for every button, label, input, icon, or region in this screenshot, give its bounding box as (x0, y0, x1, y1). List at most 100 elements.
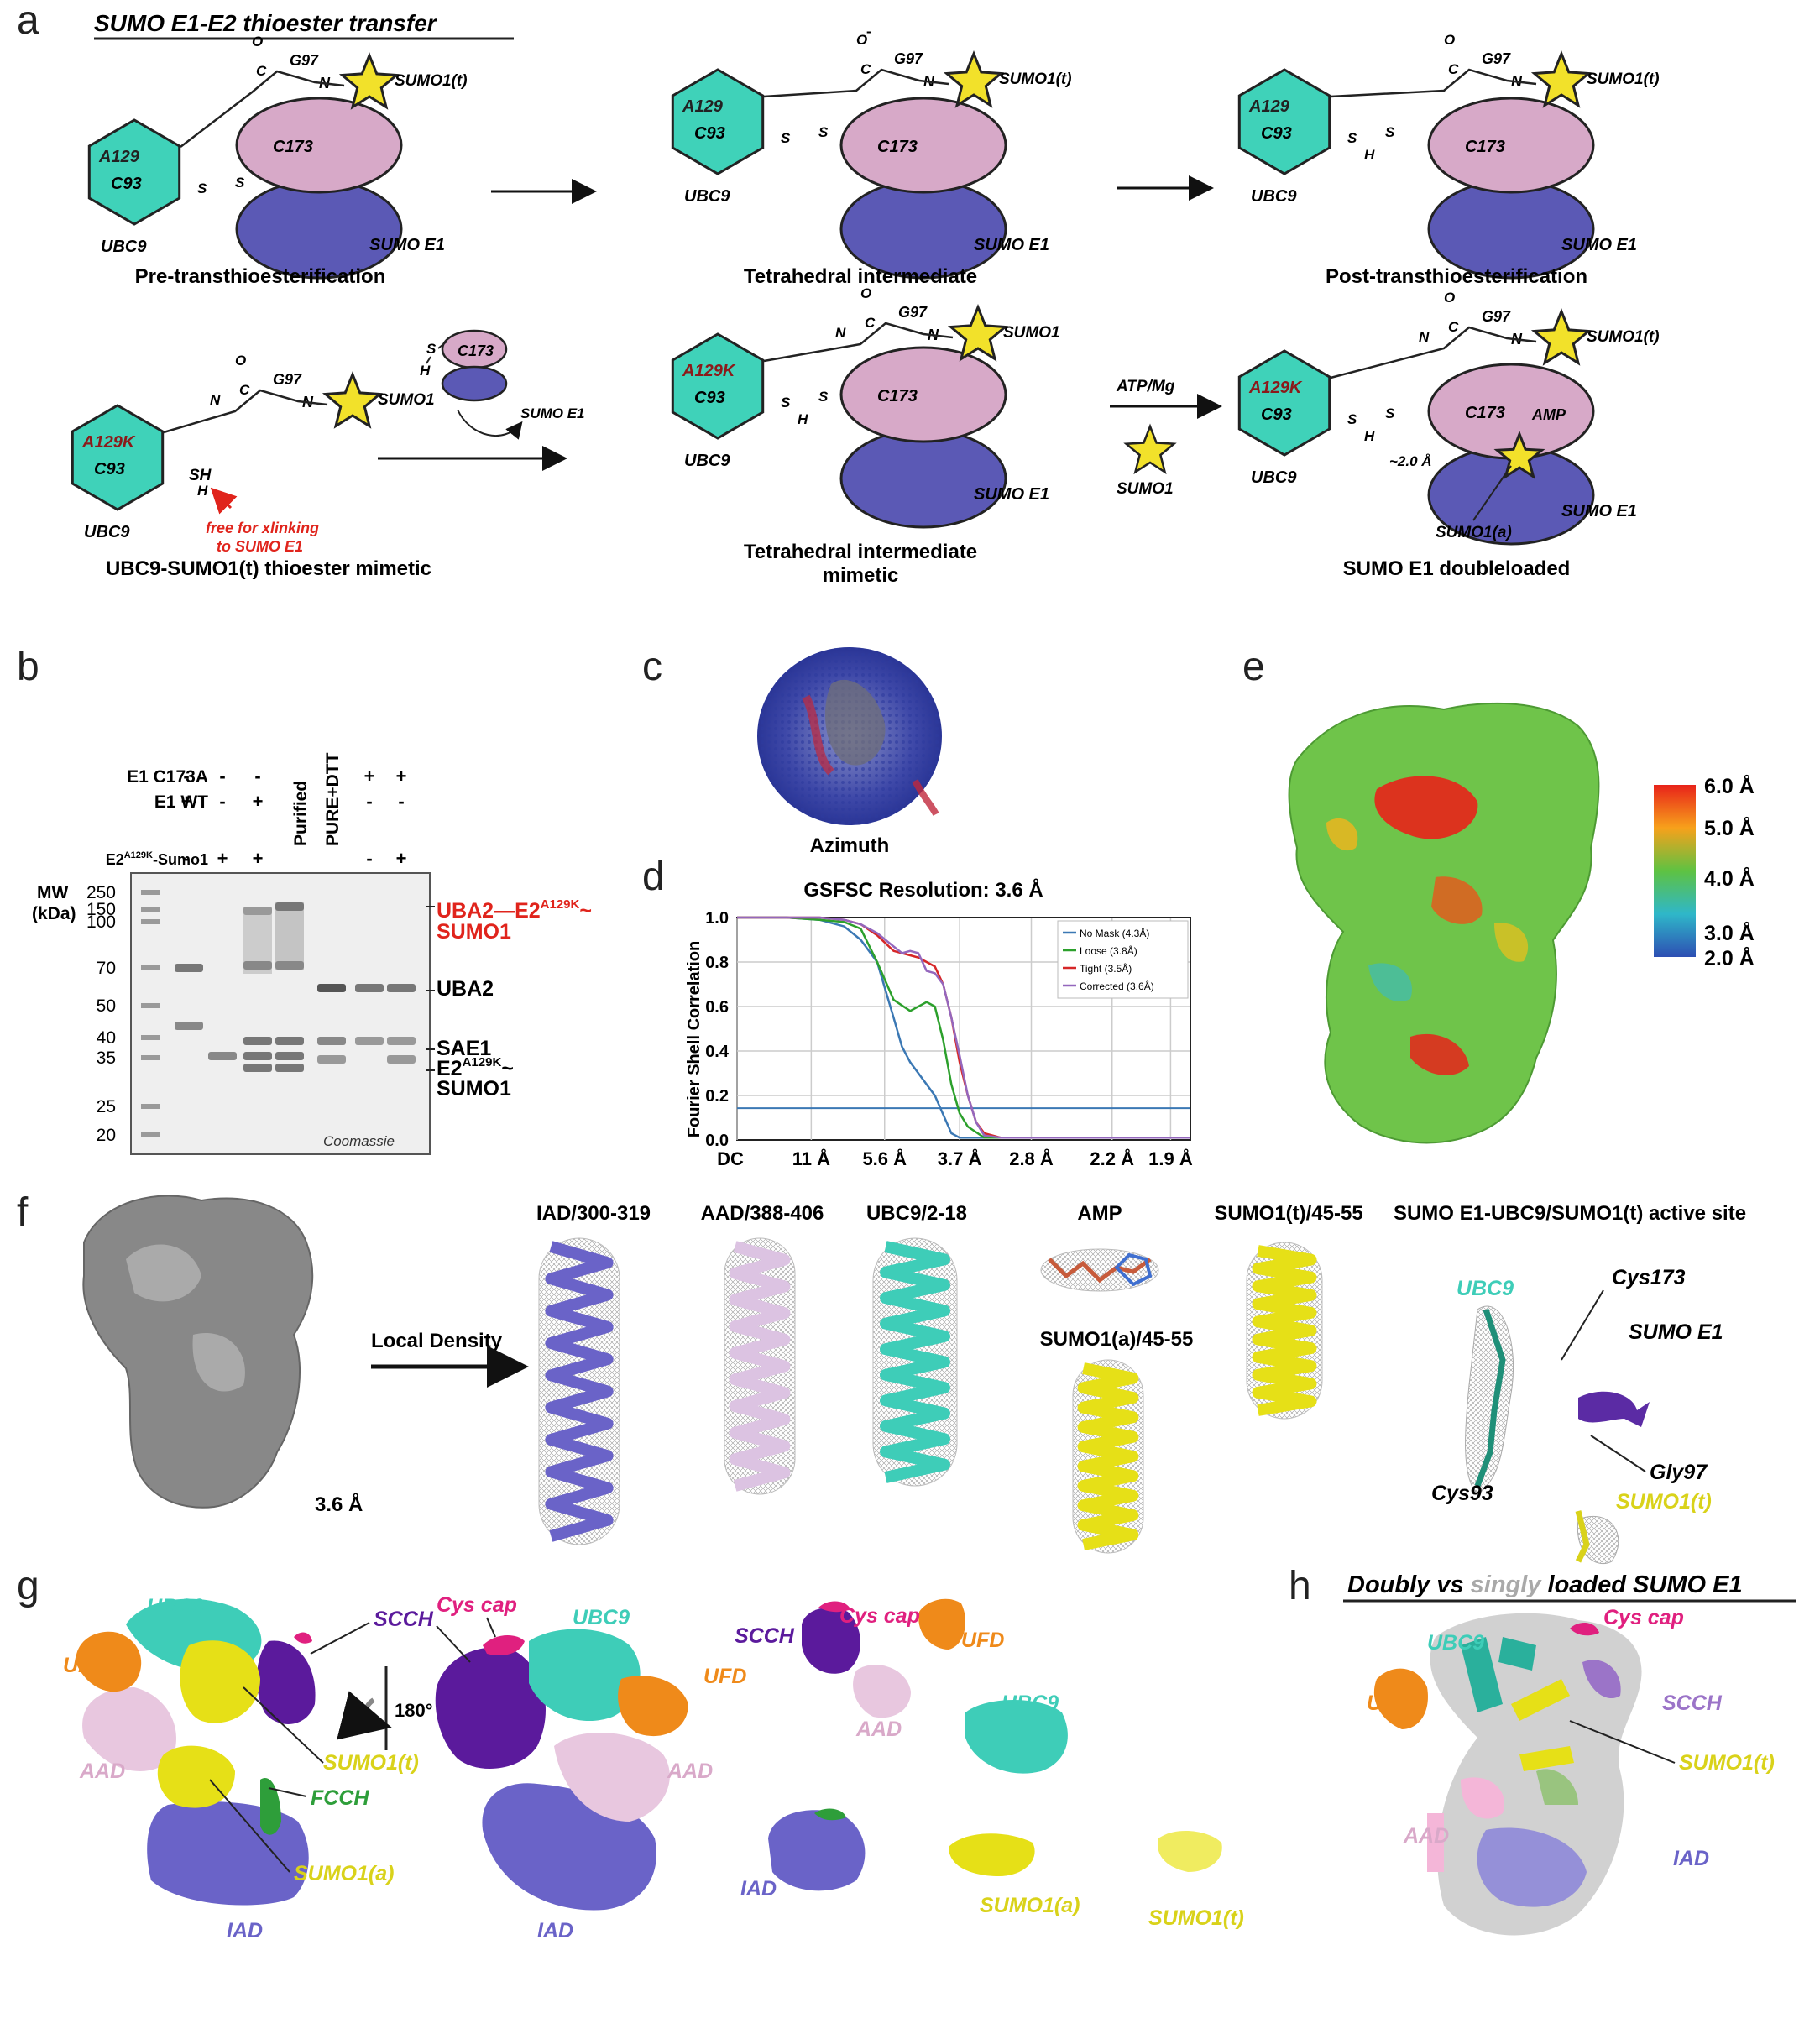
col-label-purified: Purified (291, 781, 311, 846)
ladder-band (141, 1055, 160, 1060)
h-iad: IAD (1673, 1847, 1709, 1870)
y-tick-label: 1.0 (705, 909, 729, 928)
condition-sign: + (364, 766, 375, 787)
gel-bands (141, 890, 416, 1137)
gel-band (317, 1055, 346, 1064)
chart-title: GSFSC Resolution: 3.6 Å (803, 878, 1043, 902)
helix-density (1072, 1359, 1144, 1554)
e1-cys-label: C173 (273, 138, 313, 156)
amp-label: AMP (1531, 406, 1566, 423)
condition-sign: - (366, 791, 372, 812)
as-sumo1t: SUMO1(t) (1616, 1490, 1712, 1514)
e2-residue-1: A129K (81, 433, 136, 452)
x-tick-label: 1.9 Å (1148, 1148, 1193, 1169)
g-cyscap-mid: Cys cap (437, 1593, 517, 1617)
helix-density (872, 1237, 958, 1487)
e2-residue-1: A129K (682, 362, 736, 380)
rotation-indicator: 180° (337, 1666, 433, 1750)
gel-band (387, 1055, 416, 1064)
x-tick-label: 5.6 Å (862, 1148, 907, 1169)
x-tick-label: DC (717, 1148, 744, 1169)
g-ufd-mid: UFD (703, 1665, 746, 1688)
condition-sign: + (396, 848, 407, 869)
e2-hexagon (1237, 349, 1331, 457)
panel-a: SUMO E1-E2 thioester transfer C173 SUMO E… (71, 10, 1660, 587)
e2-name: UBC9 (684, 187, 730, 206)
scheme-label: SUMO E1 doubleloaded (1343, 557, 1571, 580)
x-tick-label: 11 Å (792, 1148, 830, 1169)
e2-residue-2: C93 (111, 175, 142, 193)
small-e1-h: H (420, 363, 431, 379)
panel-letter-g: g (17, 1564, 39, 1608)
mw-marker-label: 100 (86, 912, 116, 932)
condition-sign: - (183, 848, 189, 869)
band-labels: UBA2—E2A129K~ SUMO1 UBA2 SAE1 E2A129K~ S… (426, 897, 592, 1101)
e1-lower-domain (839, 428, 1007, 529)
o-atom: O (860, 285, 871, 301)
rot-label: 180° (395, 1700, 433, 1721)
e1-name-label: SUMO E1 (1561, 502, 1637, 520)
condition-sign: - (398, 791, 404, 812)
scheme-6: C173 SUMO E1 A129K C93 UBC9 SUMO1(t) G97 N OC S SH… (1237, 290, 1660, 580)
as-cys173: Cys173 (1612, 1266, 1686, 1289)
g-sumo1a-left: SUMO1(a) (294, 1862, 394, 1885)
g-scch-exp: SCCH (735, 1624, 795, 1648)
condition-sign: - (219, 766, 225, 787)
x-tick-label: 2.8 Å (1009, 1148, 1054, 1169)
e1-lower-domain (235, 179, 403, 280)
sumo-star (943, 50, 1005, 108)
density-titles: IAD/300-319 AAD/388-406 UBC9/2-18 AMP SU… (536, 1202, 1746, 1351)
series-line (737, 916, 1190, 1139)
condition-sign: + (253, 791, 264, 812)
panel-g: 180° UBC9 SCCH UFD AAD SU (63, 1593, 1244, 1942)
panel-a-title: SUMO E1-E2 thioester transfer (94, 10, 438, 36)
g-sumo1t-exp: SUMO1(t) (1148, 1906, 1244, 1930)
y-tick-label: 0.2 (705, 1087, 729, 1106)
gel-band (208, 1052, 237, 1060)
as-sumo-e1: SUMO E1 (1629, 1320, 1723, 1344)
n-atom-1: N (210, 392, 221, 408)
panel-letter-h: h (1289, 1564, 1311, 1608)
e1-name-label: SUMO E1 (1561, 236, 1637, 254)
density-helices (538, 1237, 1323, 1554)
sumo-star (1530, 307, 1592, 366)
azimuth-label: Azimuth (810, 834, 890, 857)
ladder-band (141, 890, 160, 895)
gel-band (275, 1064, 304, 1072)
map-resolution: 3.6 Å (315, 1493, 363, 1516)
helix-density (724, 1237, 796, 1495)
panel-letters: a b c d e f g h (17, 0, 1311, 1608)
h-atom: H (1364, 147, 1375, 163)
mw-marker-label: 25 (97, 1097, 116, 1116)
c-atom: C (256, 63, 267, 79)
as-gly97: Gly97 (1650, 1461, 1708, 1484)
sumo-label: SUMO1(t) (999, 71, 1072, 88)
c-atom: C (1448, 319, 1459, 335)
band-label-sae1: SAE1 (437, 1037, 491, 1060)
e2-name: UBC9 (1251, 187, 1297, 206)
s-atom-1: S (1347, 130, 1357, 146)
h-ufd: UFD (1367, 1692, 1409, 1715)
row-label-e1-c173a: E1 C173A (127, 767, 208, 787)
colorbar-label: 4.0 Å (1704, 866, 1755, 891)
h-atom: H (197, 483, 208, 499)
e2-residue-2: C93 (694, 124, 725, 143)
sumo-label: SUMO1 (1003, 324, 1060, 342)
s-atom-2: S (1385, 124, 1395, 140)
gly-label: G97 (1482, 50, 1511, 67)
linker-bonds (763, 322, 954, 363)
gel-band (317, 984, 346, 992)
e2-hexagon (671, 332, 765, 440)
linker-bonds (1330, 326, 1537, 379)
g-ubc9-exp: UBC9 (1002, 1692, 1059, 1715)
free-sumo-label: SUMO1 (1117, 480, 1174, 498)
h-labels: Cys cap UBC9 SCCH UFD SUMO1(t) AAD IAD (1367, 1606, 1775, 1870)
e1-name-label: SUMO E1 (974, 485, 1049, 504)
s-atom-2: S (818, 389, 829, 405)
e1-cys-label: C173 (877, 138, 918, 156)
chart-legend: No Mask (4.3Å) Loose (3.8Å) Tight (3.5Å) Co… (1057, 920, 1189, 999)
